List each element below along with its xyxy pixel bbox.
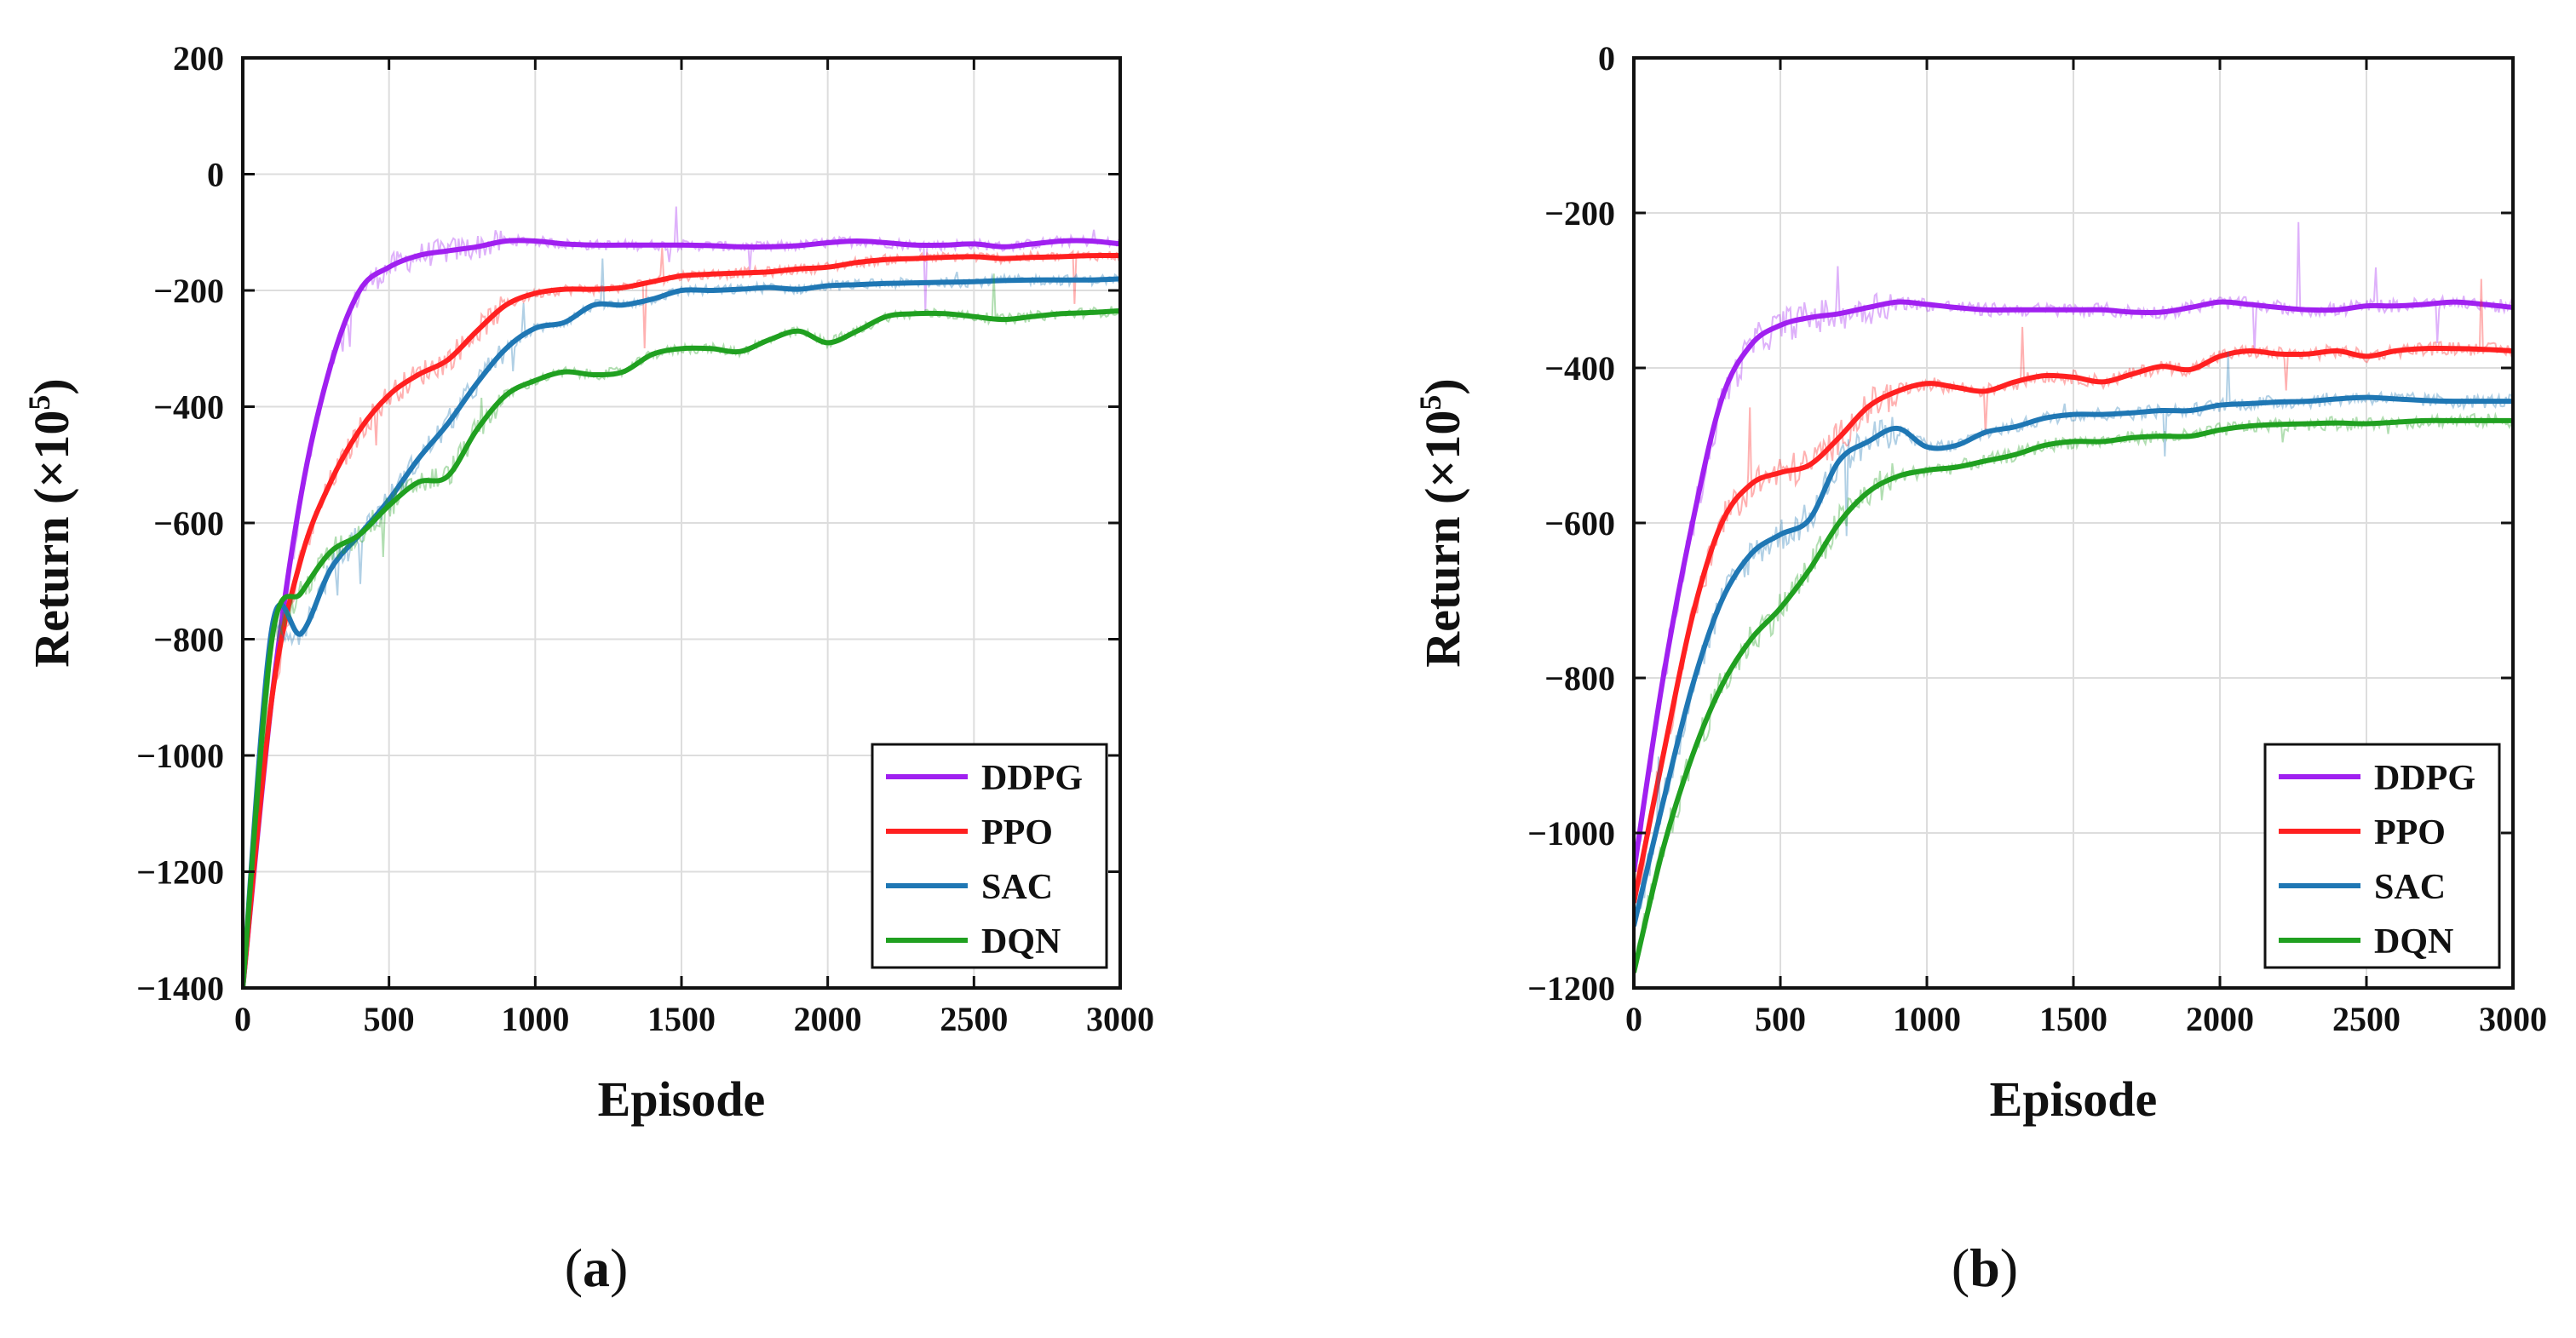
y-tick-label: −1000 [1527,814,1615,853]
y-tick-label: −400 [1544,349,1615,388]
panel-label-b: (b) [1952,1238,2018,1298]
series-line-sac [243,276,1120,988]
y-tick-label: −200 [153,272,224,310]
y-tick-label: −1400 [136,969,224,1008]
legend-label-dqn: DQN [981,922,1061,962]
legend-box [2263,743,2501,969]
gridlines [243,58,1120,988]
x-tick-label: 2000 [794,1000,862,1038]
x-tick-label: 1500 [2039,1000,2107,1038]
x-tick-label: 2500 [2332,1000,2401,1038]
y-tick-label: −1200 [136,853,224,892]
legend-label-sac: SAC [981,868,1053,907]
x-tick-label: 1000 [1893,1000,1961,1038]
y-tick-label: −800 [153,621,224,659]
x-tick-label: 2000 [2186,1000,2254,1038]
x-tick-label: 0 [1625,1000,1642,1038]
gridlines [1634,58,2513,988]
legend: DDPG PPO SAC DQN [2263,743,2501,969]
x-tick-label: 1500 [647,1000,716,1038]
x-tick-label: 0 [234,1000,251,1038]
x-tick-label: 2500 [940,1000,1008,1038]
series-line-dqn [1634,417,2513,973]
x-tick-label: 500 [364,1000,415,1038]
legend-box [871,743,1108,969]
y-tick-label: −1200 [1527,969,1615,1008]
plot-area [1634,221,2513,973]
y-tick-label: −400 [153,388,224,427]
legend-label-ppo: PPO [2374,813,2446,853]
y-axis-title: Return (×105) [22,378,79,667]
y-tick-label: −600 [153,504,224,543]
legend-label-ddpg: DDPG [2374,759,2475,798]
y-tick-label: 0 [207,156,224,194]
series-raw-dqn [243,273,1120,988]
x-tick-label: 3000 [2479,1000,2547,1038]
series-line-ppo [1634,346,2513,904]
legend-label-sac: SAC [2374,868,2446,907]
x-axis-title: Episode [1990,1071,2158,1127]
legend-label-ddpg: DDPG [981,759,1083,798]
y-tick-label: −1000 [136,737,224,775]
series-line-ddpg [243,238,1120,988]
series-line-sac [1634,394,2513,927]
x-tick-label: 500 [1755,1000,1806,1038]
x-axis-title: Episode [598,1071,766,1127]
series-line-dqn [243,307,1120,988]
y-tick-label: −200 [1544,194,1615,233]
legend-label-ppo: PPO [981,813,1053,853]
y-tick-label: −600 [1544,504,1615,543]
y-tick-label: 200 [173,39,224,78]
series-line-ppo [243,252,1120,988]
series-line-ddpg [1634,299,2513,872]
series-raw-ddpg [1634,221,2513,870]
legend-label-dqn: DQN [2374,922,2453,962]
chart-panel-b: 0 500 1000 1500 2000 2500 3000 0 −200 −400 −600 −80… [1413,39,2547,1298]
panel-label-a: (a) [565,1238,629,1298]
plot-area [243,206,1120,988]
y-axis-title: Return (×105) [1413,378,1470,667]
y-tick-label: 0 [1598,39,1615,78]
legend: DDPG PPO SAC DQN [871,743,1108,969]
x-tick-label: 1000 [501,1000,569,1038]
chart-panel-a: 0 500 1000 1500 2000 2500 30002000−200−400−600… [22,39,1154,1298]
series-raw-ppo [1634,279,2513,888]
y-tick-label: −800 [1544,659,1615,698]
x-tick-label: 3000 [1086,1000,1154,1038]
